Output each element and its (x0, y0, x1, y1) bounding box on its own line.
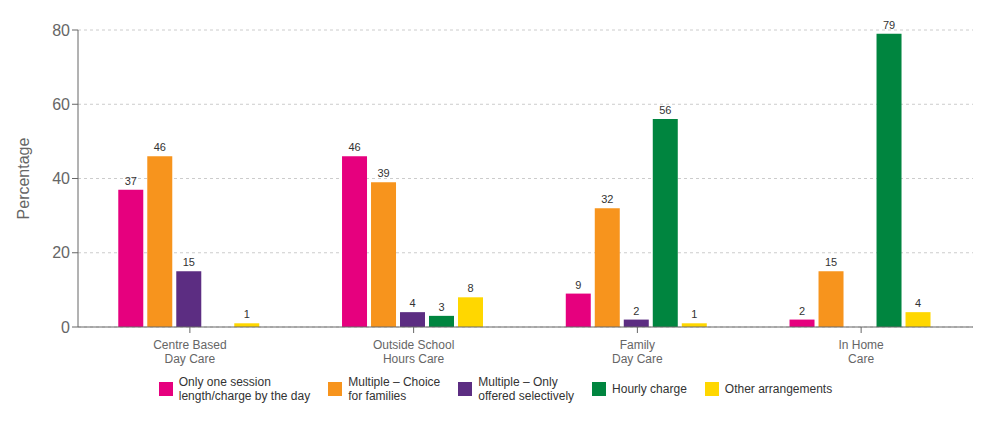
svg-text:40: 40 (52, 170, 70, 187)
svg-text:9: 9 (575, 279, 581, 291)
svg-text:46: 46 (348, 141, 360, 153)
svg-text:2: 2 (633, 305, 639, 317)
svg-text:1: 1 (244, 308, 250, 320)
html-text:Other arrangements: Other arrangements (724, 382, 833, 396)
svg-text:80: 80 (52, 22, 70, 39)
svg-text:56: 56 (659, 104, 671, 116)
html-text:Hourly charge: Hourly charge (612, 382, 687, 396)
html-text:Multiple – Choice for families: Multiple – Choice for families (348, 375, 441, 403)
svg-text:46: 46 (154, 141, 166, 153)
svg-text:39: 39 (377, 167, 389, 179)
svg-text:60: 60 (52, 96, 70, 113)
svg-text:4: 4 (409, 297, 415, 309)
svg-text:FamilyDay Care: FamilyDay Care (612, 338, 663, 366)
svg-text:79: 79 (883, 19, 895, 31)
svg-text:In HomeCare: In HomeCare (838, 338, 884, 366)
svg-text:32: 32 (601, 193, 613, 205)
svg-text:0: 0 (61, 319, 70, 336)
svg-text:1: 1 (691, 308, 697, 320)
svg-text:15: 15 (183, 256, 195, 268)
html-text:Multiple – Only offered select: Multiple – Only offered selectively (478, 375, 575, 403)
svg-text:Outside SchoolHours Care: Outside SchoolHours Care (373, 338, 454, 366)
svg-text:Centre BasedDay Care: Centre BasedDay Care (153, 338, 226, 366)
svg-text:3: 3 (438, 301, 444, 313)
svg-text:15: 15 (825, 256, 837, 268)
html-text:Only one session length/charge: Only one session length/charge by the da… (178, 375, 311, 403)
svg-text:37: 37 (125, 175, 137, 187)
svg-text:4: 4 (915, 297, 921, 309)
svg-text:Percentage: Percentage (15, 137, 32, 219)
svg-text:20: 20 (52, 244, 70, 261)
svg-text:2: 2 (799, 305, 805, 317)
svg-text:8: 8 (467, 282, 473, 294)
